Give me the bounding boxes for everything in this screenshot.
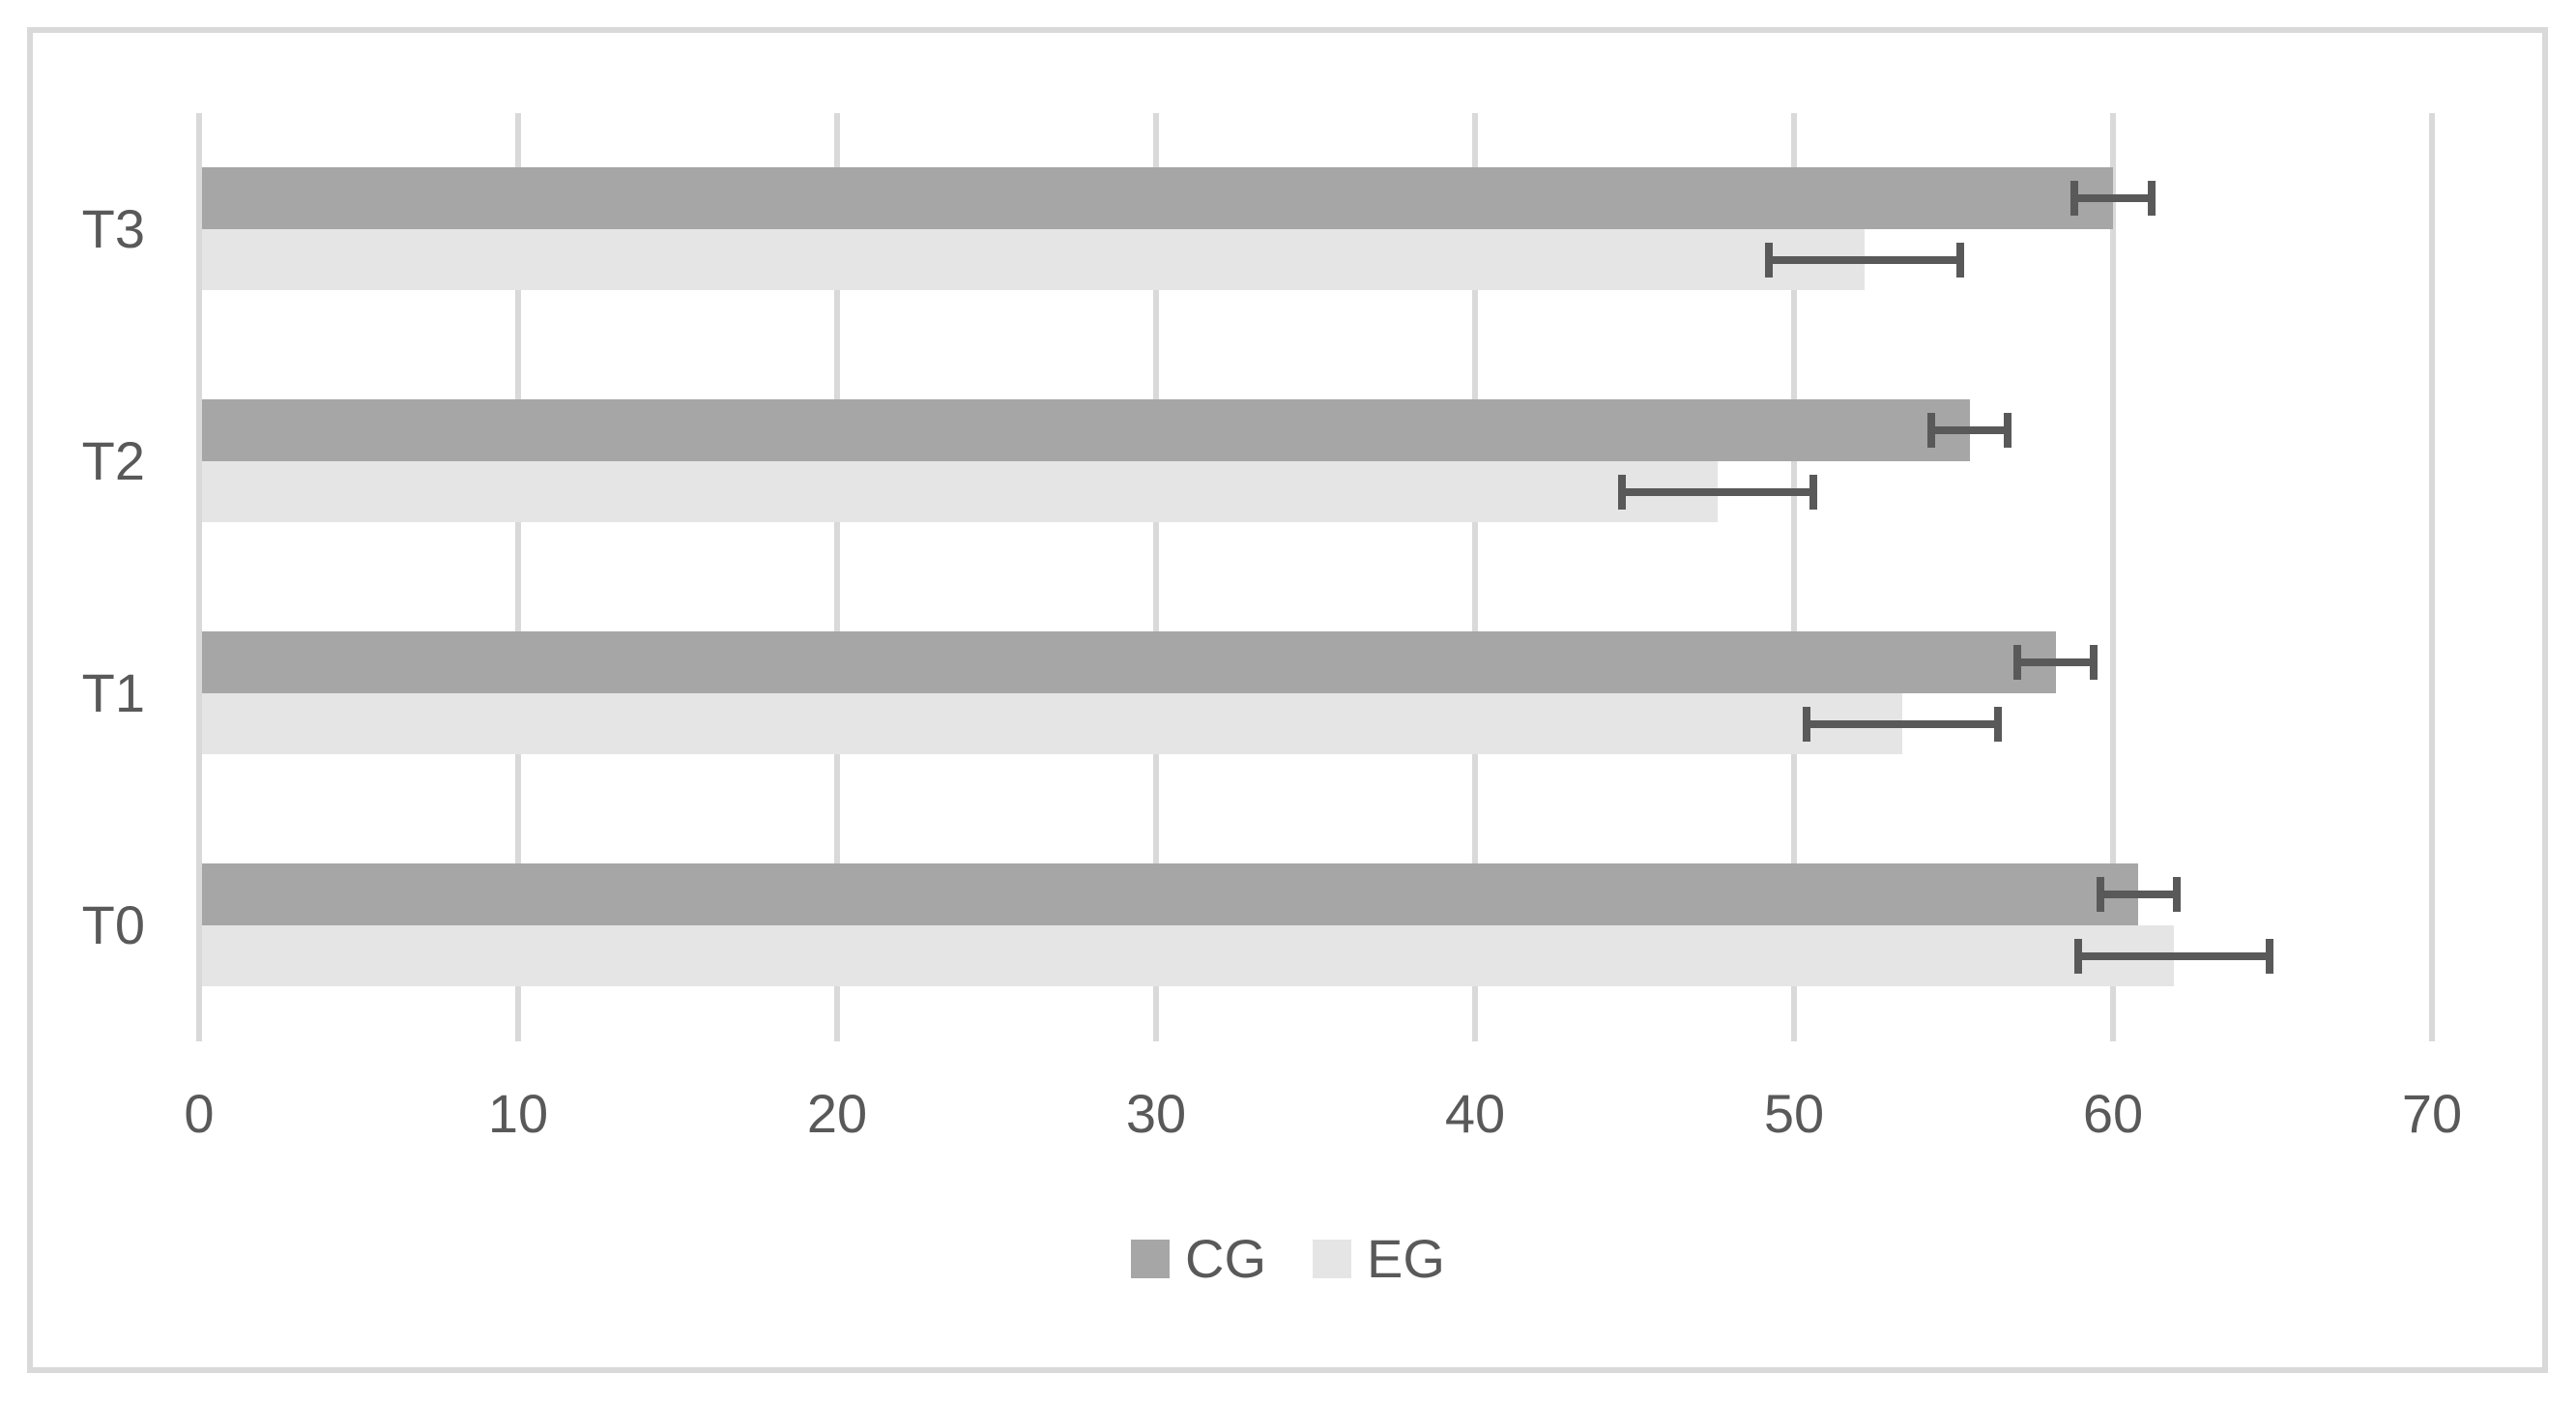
error-bar-cap-right-cg-t0	[2173, 877, 2181, 912]
error-bar-cap-right-eg-t3	[1955, 242, 1964, 278]
error-bar-cap-left-eg-t0	[2073, 938, 2082, 974]
gridline-0	[196, 113, 202, 1041]
category-label-t1: T1	[81, 662, 145, 723]
figure-border	[27, 27, 2548, 1373]
error-bar-cg-t0	[2099, 891, 2177, 898]
error-bar-cap-left-cg-t2	[1926, 413, 1935, 448]
error-bar-cap-right-cg-t3	[2147, 181, 2156, 216]
error-bar-cap-right-cg-t2	[2004, 413, 2012, 448]
gridline-60	[2110, 113, 2116, 1041]
gridline-40	[1472, 113, 1478, 1041]
x-tick-label-40: 40	[1444, 1083, 1506, 1144]
error-bar-eg-t3	[1768, 255, 1960, 264]
error-bar-eg-t1	[1807, 719, 1999, 728]
gridline-70	[2429, 113, 2435, 1041]
error-bar-cap-right-eg-t0	[2265, 938, 2273, 974]
bar-eg-t0	[202, 925, 2174, 986]
x-tick-label-50: 50	[1763, 1083, 1825, 1144]
category-label-t0: T0	[81, 894, 145, 955]
legend-label-eg: EG	[1367, 1228, 1445, 1289]
legend-swatch-eg	[1313, 1240, 1352, 1278]
x-tick-label-20: 20	[806, 1083, 868, 1144]
gridline-30	[1153, 113, 1159, 1041]
error-bar-cap-left-eg-t1	[1803, 706, 1811, 742]
x-tick-label-60: 60	[2082, 1083, 2144, 1144]
bar-eg-t3	[202, 229, 1865, 290]
error-bar-cap-left-eg-t2	[1617, 474, 1626, 510]
bar-cg-t3	[202, 167, 2113, 229]
error-bar-cap-left-cg-t3	[2070, 181, 2079, 216]
bar-cg-t1	[202, 631, 2056, 693]
error-bar-cap-right-eg-t1	[1994, 706, 2003, 742]
bar-eg-t1	[202, 693, 1903, 754]
error-bar-cap-left-cg-t0	[2096, 877, 2104, 912]
error-bar-cap-left-cg-t1	[2013, 645, 2021, 680]
bar-cg-t2	[202, 399, 1970, 461]
legend-swatch-cg	[1131, 1240, 1171, 1278]
gridline-20	[834, 113, 840, 1041]
bar-eg-t2	[202, 461, 1718, 522]
legend-item-eg: EG	[1313, 1230, 1445, 1288]
error-bar-cg-t3	[2074, 194, 2152, 202]
chart-legend: CG EG	[0, 1230, 2576, 1288]
error-bar-cap-right-eg-t2	[1809, 474, 1817, 510]
bar-cg-t0	[202, 863, 2139, 925]
legend-label-cg: CG	[1185, 1228, 1267, 1289]
error-bar-eg-t0	[2077, 951, 2270, 960]
error-bar-cap-left-eg-t3	[1764, 242, 1773, 278]
error-bar-eg-t2	[1621, 487, 1813, 496]
gridline-50	[1791, 113, 1797, 1041]
legend-item-cg: CG	[1131, 1230, 1266, 1288]
x-tick-label-10: 10	[487, 1083, 549, 1144]
category-label-t3: T3	[81, 198, 145, 259]
gridline-10	[515, 113, 521, 1041]
x-tick-label-70: 70	[2401, 1083, 2463, 1144]
category-label-t2: T2	[81, 430, 145, 491]
error-bar-cg-t1	[2017, 658, 2095, 666]
x-tick-label-30: 30	[1125, 1083, 1187, 1144]
x-tick-label-0: 0	[184, 1083, 215, 1144]
error-bar-cap-right-cg-t1	[2090, 645, 2098, 680]
error-bar-cg-t2	[1930, 426, 2009, 434]
